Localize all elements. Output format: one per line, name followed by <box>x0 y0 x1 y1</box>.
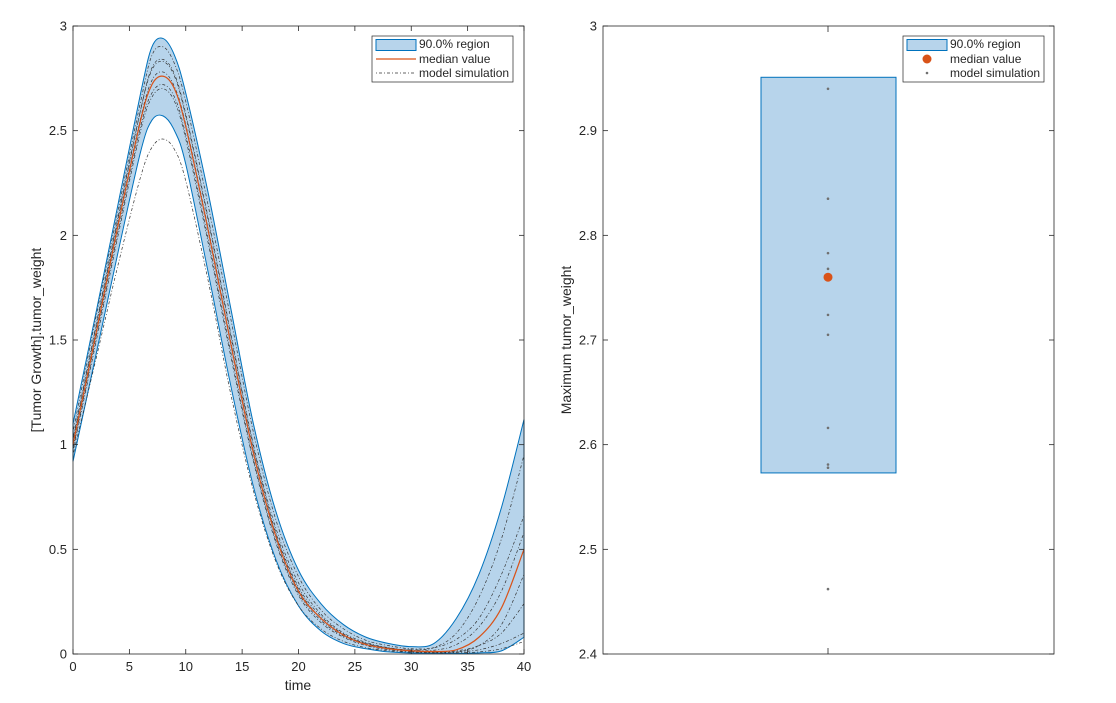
simulation-point <box>826 313 830 317</box>
x-tick-label: 5 <box>126 659 133 674</box>
y-tick-label: 2.4 <box>579 647 597 662</box>
legend-simulation-label: model simulation <box>419 66 509 80</box>
y-tick-label: 3 <box>590 19 597 34</box>
simulation-run-2 <box>72 58 525 651</box>
simulation-run-3 <box>72 46 525 650</box>
simulation-point <box>826 87 830 91</box>
legend-simulation-label-right: model simulation <box>950 66 1040 80</box>
y-tick-label: 2.5 <box>49 123 67 138</box>
legend: 90.0% region median value model simulati… <box>371 35 514 83</box>
y-axis-ticks: 0 0.5 1 1.5 2 2.5 3 <box>49 19 524 662</box>
simulation-point <box>826 426 830 430</box>
y-tick-label: 0 <box>60 647 67 662</box>
simulation-point <box>826 466 830 469</box>
median-point <box>823 272 833 282</box>
maximum-plot: 2.4 2.5 2.6 2.7 2.8 2.9 3 Maximum tumor_weight… <box>558 19 1055 662</box>
x-axis-label: time <box>285 677 312 693</box>
y-tick-label: 2.8 <box>579 228 597 243</box>
legend-region-swatch <box>375 39 417 51</box>
y-tick-label: 2.9 <box>579 123 597 138</box>
x-tick-label: 30 <box>404 659 418 674</box>
simulation-run-7 <box>72 88 525 654</box>
simulation-point <box>826 333 830 337</box>
simulation-point <box>826 587 830 591</box>
y-axis-label: [Tumor Growth].tumor_weight <box>28 248 44 433</box>
x-tick-label: 10 <box>179 659 193 674</box>
y-tick-label: 2.6 <box>579 437 597 452</box>
y-tick-label: 2 <box>60 228 67 243</box>
x-tick-label: 35 <box>460 659 474 674</box>
simulation-point <box>826 267 830 271</box>
simulation-point <box>826 197 830 200</box>
x-axis-ticks: 0 5 10 15 20 25 30 35 40 <box>69 26 531 674</box>
y-tick-label: 2.5 <box>579 542 597 557</box>
median-line <box>72 75 525 653</box>
time-course-plot: 0 5 10 15 20 25 30 35 40 0 0.5 1 1.5 2 2.5 3 time [Tum… <box>28 19 531 694</box>
legend-median-label-right: median value <box>950 52 1022 66</box>
x-tick-label: 40 <box>517 659 531 674</box>
legend-median-label: median value <box>419 52 491 66</box>
simulation-point <box>826 463 830 466</box>
y-tick-label: 3 <box>60 19 67 34</box>
y-axis-ticks-right-plot: 2.4 2.5 2.6 2.7 2.8 2.9 3 <box>579 19 1054 662</box>
legend-region-swatch-right <box>906 39 948 51</box>
legend-region-label-right: 90.0% region <box>950 37 1021 51</box>
legend-simulation-swatch-right <box>925 71 929 75</box>
x-tick-label: 20 <box>291 659 305 674</box>
model-simulation-points <box>826 87 830 591</box>
legend-median-swatch-right <box>922 54 932 64</box>
x-tick-label: 25 <box>348 659 362 674</box>
x-tick-label: 0 <box>69 659 76 674</box>
y-tick-label: 1.5 <box>49 333 67 348</box>
simulation-point <box>826 251 830 255</box>
y-axis-label-right-plot: Maximum tumor_weight <box>558 266 574 415</box>
x-tick-label: 15 <box>235 659 249 674</box>
y-tick-label: 2.7 <box>579 333 597 348</box>
plot1-background <box>73 26 524 654</box>
legend-region-label: 90.0% region <box>419 37 490 51</box>
legend-right-plot: 90.0% region median value model simulati… <box>902 35 1045 83</box>
y-tick-label: 0.5 <box>49 542 67 557</box>
y-tick-label: 1 <box>60 437 67 452</box>
